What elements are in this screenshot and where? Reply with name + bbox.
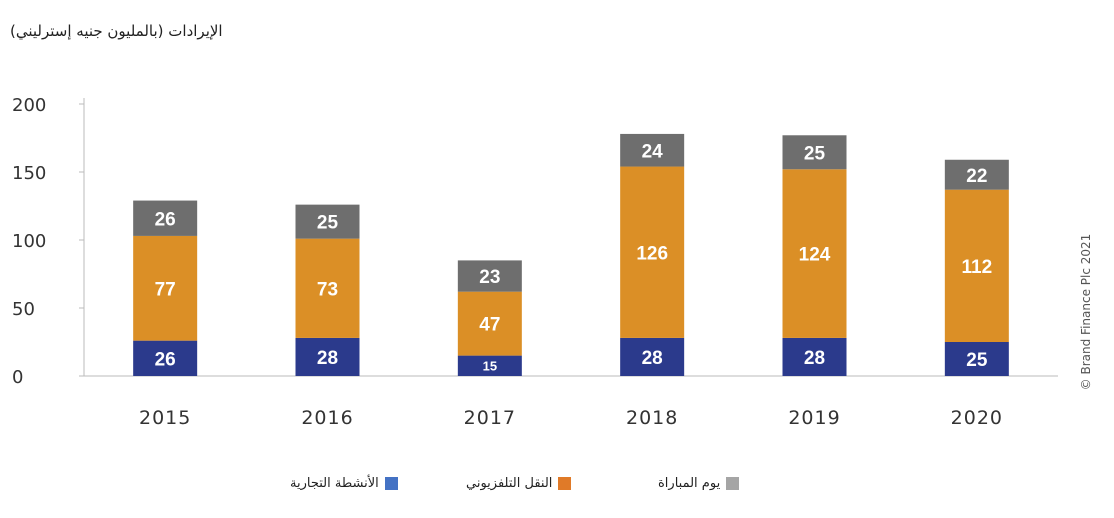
data-label-2019-series-1: 124	[799, 245, 831, 266]
bar-2017-series-1	[457, 291, 522, 356]
bar-2018-series-2	[620, 133, 685, 167]
bar-2020-series-1	[944, 189, 1009, 342]
y-tick-label-3: 150	[12, 163, 46, 184]
legend-item-commercial: الأنشطة التجارية	[290, 476, 398, 491]
legend-label-broadcasting: النقل التلفزيوني	[466, 476, 553, 491]
bar-2018-series-0	[620, 337, 685, 376]
data-label-2019-series-2: 25	[804, 143, 826, 164]
bar-2019-series-1	[782, 169, 847, 338]
bar-2019-series-0	[782, 337, 847, 376]
bar-2018-series-1	[620, 166, 685, 338]
x-tick-label-2015: 2015	[139, 407, 191, 429]
data-label-2017-series-0: 15	[483, 359, 497, 374]
data-label-2017-series-1: 47	[479, 315, 500, 336]
data-label-2019-series-0: 28	[804, 348, 825, 369]
copyright-text: © Brand Finance Plc 2021	[1079, 233, 1093, 391]
x-tick-label-2019: 2019	[788, 407, 840, 429]
data-label-2015-series-0: 26	[155, 349, 176, 370]
x-tick-label-2018: 2018	[626, 407, 678, 429]
legend-label-commercial: الأنشطة التجارية	[290, 476, 379, 491]
bar-2016-series-2	[295, 204, 360, 239]
y-tick-label-0: 0	[12, 367, 23, 388]
bar-2017-series-2	[457, 260, 522, 292]
legend-item-matchday: يوم المباراة	[658, 476, 740, 491]
y-axis-title: الإيرادات (بالمليون جنيه إسترليني)	[10, 22, 223, 40]
y-tick-label-2: 100	[12, 231, 46, 252]
bar-2017-series-0	[457, 355, 522, 376]
data-label-2020-series-1: 112	[962, 257, 993, 278]
data-label-2016-series-0: 28	[317, 348, 338, 369]
data-label-2020-series-0: 25	[966, 350, 988, 371]
chart-legend: الأنشطة التجارية النقل التلفزيوني يوم ال…	[0, 476, 1114, 498]
bar-2020-series-2	[944, 159, 1009, 190]
bar-2016-series-0	[295, 337, 360, 376]
legend-item-broadcasting: النقل التلفزيوني	[466, 476, 572, 491]
bar-2015-series-1	[133, 235, 198, 341]
x-tick-label-2020: 2020	[951, 407, 1003, 429]
data-label-2016-series-2: 25	[317, 213, 339, 234]
data-label-2018-series-0: 28	[642, 348, 663, 369]
bar-2016-series-1	[295, 238, 360, 338]
data-label-2015-series-2: 26	[155, 209, 176, 230]
bar-2015-series-0	[133, 340, 198, 376]
data-label-2015-series-1: 77	[155, 279, 176, 300]
x-tick-label-2017: 2017	[464, 407, 516, 429]
bar-2015-series-2	[133, 200, 198, 236]
data-label-2018-series-2: 24	[642, 141, 664, 162]
bar-2020-series-0	[944, 342, 1009, 376]
y-tick-label-1: 50	[12, 299, 35, 320]
y-tick-label-4: 200	[12, 95, 46, 116]
data-label-2020-series-2: 22	[966, 166, 987, 187]
bar-2019-series-2	[782, 135, 847, 170]
data-label-2017-series-2: 23	[479, 267, 500, 288]
data-label-2018-series-1: 126	[636, 243, 668, 264]
legend-swatch-broadcasting	[558, 477, 572, 490]
legend-swatch-matchday	[726, 477, 740, 490]
data-label-2016-series-1: 73	[317, 279, 338, 300]
legend-label-matchday: يوم المباراة	[658, 476, 721, 491]
legend-swatch-commercial	[384, 477, 398, 490]
x-tick-label-2016: 2016	[301, 407, 353, 429]
